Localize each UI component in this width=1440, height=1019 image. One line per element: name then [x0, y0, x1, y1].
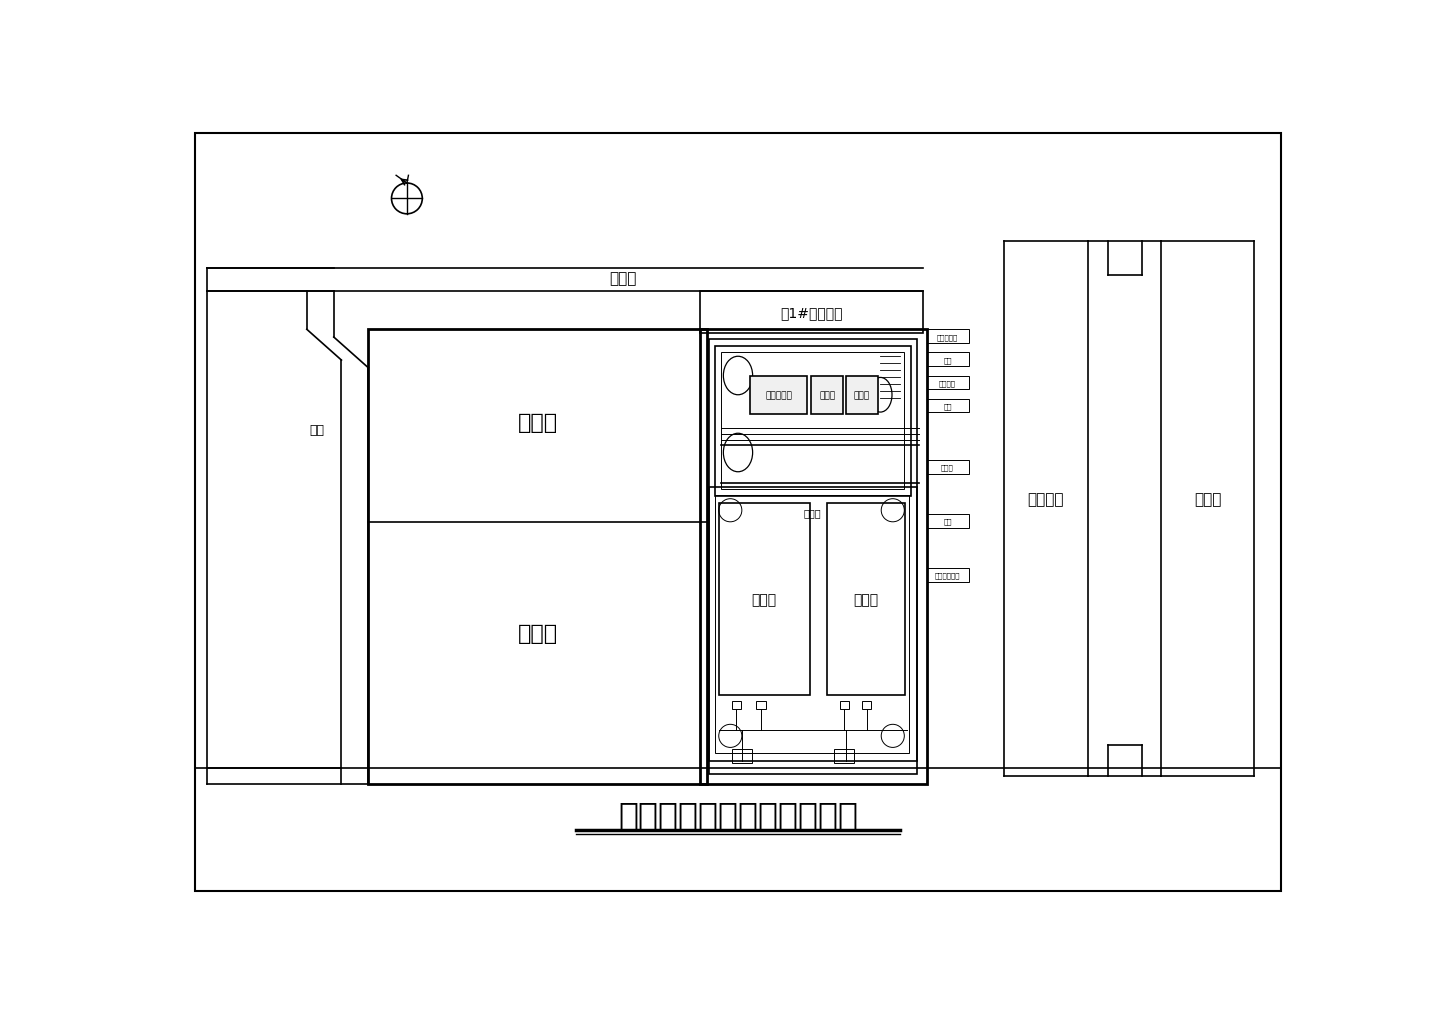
Bar [927, 461, 969, 475]
Text: 绿地: 绿地 [943, 403, 952, 410]
Text: 清水池: 清水池 [752, 592, 776, 606]
Text: 消防管网: 消防管网 [939, 380, 956, 386]
Bar [927, 515, 969, 529]
Ellipse shape [723, 357, 753, 395]
Bar [845, 376, 878, 415]
Bar [732, 701, 742, 709]
Bar [369, 330, 707, 784]
Text: 廊道: 廊道 [310, 424, 324, 436]
Text: 水库泵: 水库泵 [819, 391, 835, 399]
Bar [927, 353, 969, 367]
Text: 飞翔路: 飞翔路 [609, 271, 636, 286]
Bar [927, 376, 969, 390]
Bar [708, 488, 917, 761]
Bar [750, 376, 808, 415]
Text: 原1#雨水泵站: 原1#雨水泵站 [780, 306, 842, 320]
Text: 作业区: 作业区 [518, 624, 557, 644]
Bar [840, 701, 848, 709]
Bar [756, 701, 766, 709]
Bar [863, 701, 871, 709]
Text: 入口: 入口 [943, 357, 952, 364]
Text: 生活区: 生活区 [518, 413, 557, 432]
Text: 管道: 管道 [943, 519, 952, 525]
Text: 消防管网水量: 消防管网水量 [935, 572, 960, 579]
Text: 围场河: 围场河 [1194, 492, 1221, 506]
Bar [811, 376, 844, 415]
Text: 南区给水泵站总平面布置图: 南区给水泵站总平面布置图 [618, 798, 858, 832]
Text: 围场河路: 围场河路 [1028, 492, 1064, 506]
Bar [927, 569, 969, 582]
Bar [700, 330, 927, 784]
Text: 消防管: 消防管 [942, 465, 953, 471]
Text: 泵房控制室: 泵房控制室 [937, 333, 958, 340]
Bar [927, 399, 969, 413]
Bar [827, 503, 906, 695]
Bar [719, 503, 809, 695]
Text: 固固固: 固固固 [804, 508, 821, 518]
Bar [732, 749, 752, 763]
Bar [834, 749, 854, 763]
Ellipse shape [723, 434, 753, 472]
Bar [714, 495, 909, 753]
Text: 配电控制间: 配电控制间 [766, 391, 792, 399]
Bar [700, 291, 923, 334]
Bar [927, 330, 969, 343]
Text: 清水池: 清水池 [854, 592, 878, 606]
Bar [714, 346, 912, 497]
Bar [708, 339, 917, 773]
Bar [721, 353, 904, 490]
Text: 管道泵: 管道泵 [854, 391, 870, 399]
Ellipse shape [868, 378, 891, 413]
